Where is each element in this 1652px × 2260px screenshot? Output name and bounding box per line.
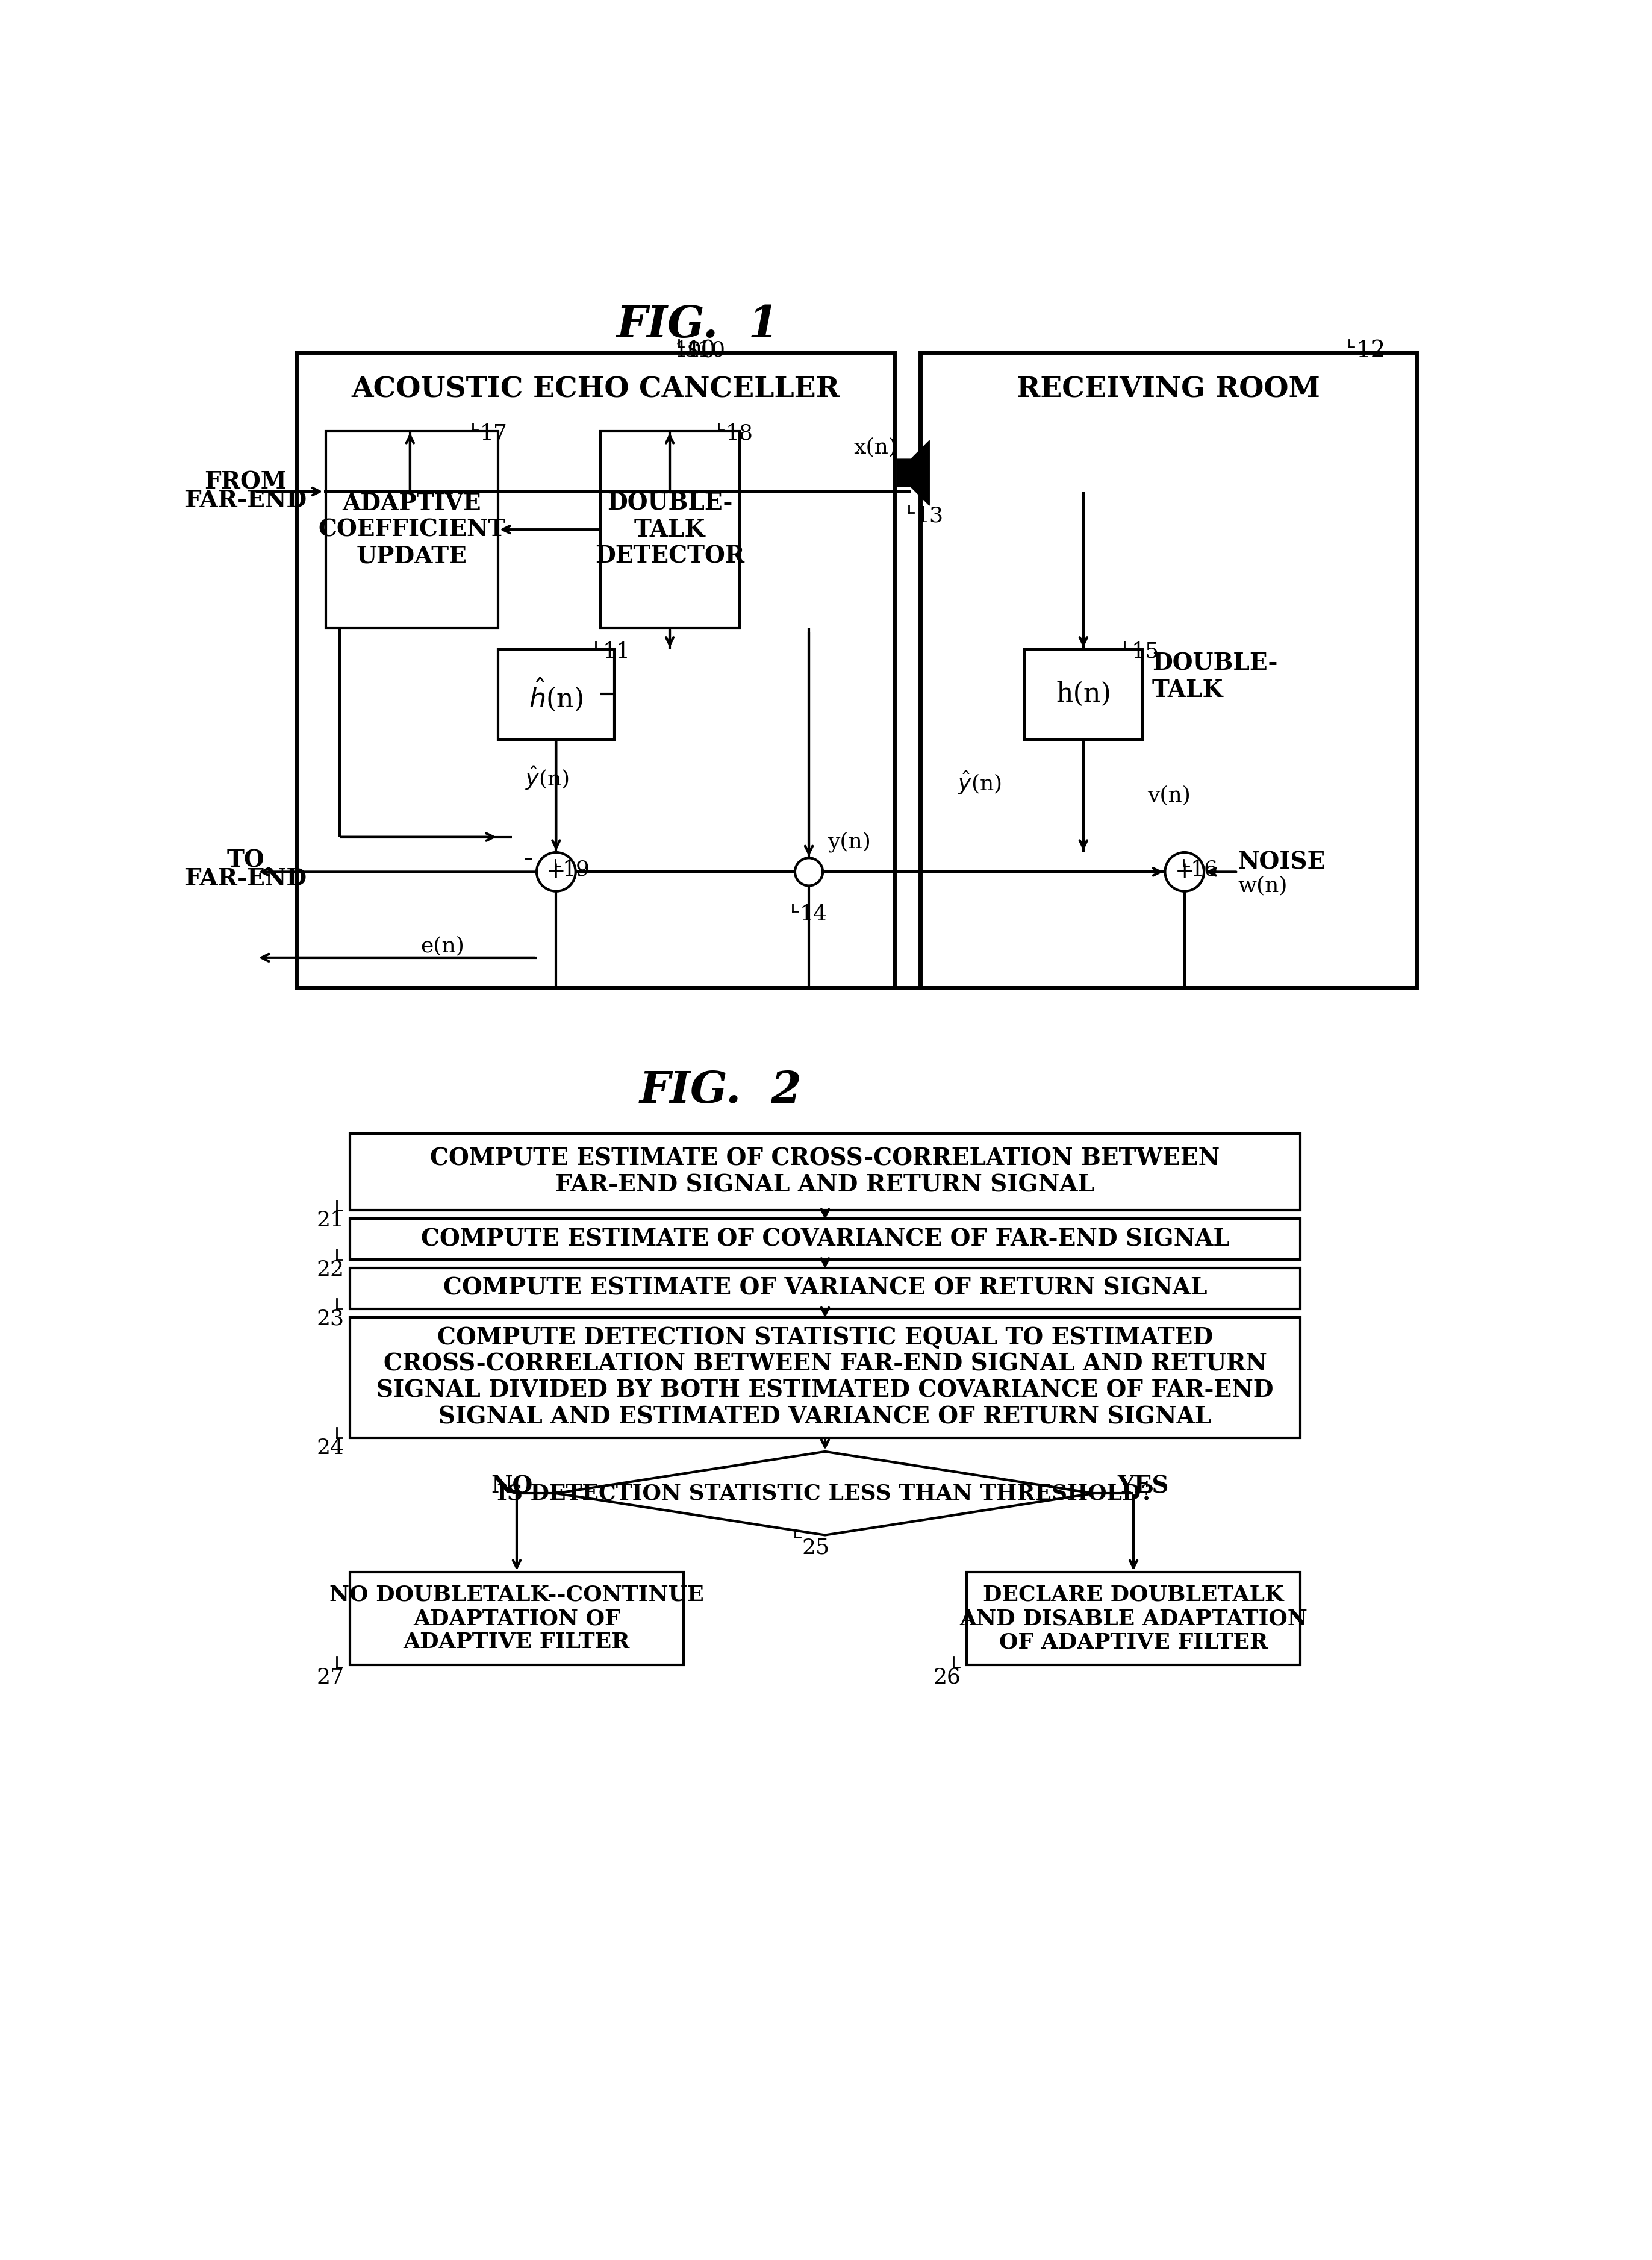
Bar <box>350 1573 684 1666</box>
Text: 25: 25 <box>801 1537 829 1557</box>
Bar <box>966 1573 1300 1666</box>
Bar <box>350 1218 1300 1259</box>
Text: FROM: FROM <box>205 470 287 493</box>
Text: 24: 24 <box>317 1437 344 1458</box>
Circle shape <box>537 852 575 890</box>
Bar <box>600 432 740 628</box>
Bar <box>350 1318 1300 1437</box>
Text: 11: 11 <box>603 642 629 662</box>
Text: ADAPTIVE
COEFFICIENT
UPDATE: ADAPTIVE COEFFICIENT UPDATE <box>319 493 506 567</box>
Circle shape <box>1165 852 1204 890</box>
Text: 14: 14 <box>800 904 828 924</box>
Text: $\hat{y}$(n): $\hat{y}$(n) <box>958 771 1001 796</box>
Polygon shape <box>557 1451 1094 1535</box>
Text: v(n): v(n) <box>1148 784 1191 805</box>
Text: w(n): w(n) <box>1237 875 1287 895</box>
Text: COMPUTE DETECTION STATISTIC EQUAL TO ESTIMATED
CROSS-CORRELATION BETWEEN FAR-END: COMPUTE DETECTION STATISTIC EQUAL TO EST… <box>377 1327 1274 1428</box>
Text: 23: 23 <box>317 1309 344 1329</box>
Text: y(n): y(n) <box>828 832 871 852</box>
Text: 12: 12 <box>1356 339 1386 362</box>
Text: ACOUSTIC ECHO CANCELLER: ACOUSTIC ECHO CANCELLER <box>352 375 839 402</box>
Text: YES: YES <box>1117 1476 1168 1498</box>
Text: 22: 22 <box>317 1259 344 1279</box>
Text: h(n): h(n) <box>1056 683 1112 707</box>
Text: FAR-END: FAR-END <box>185 490 307 513</box>
Text: 17: 17 <box>479 423 507 443</box>
Text: 26: 26 <box>933 1668 961 1688</box>
Text: DECLARE DOUBLETALK
AND DISABLE ADAPTATION
OF ADAPTIVE FILTER: DECLARE DOUBLETALK AND DISABLE ADAPTATIO… <box>960 1584 1307 1652</box>
Text: COMPUTE ESTIMATE OF COVARIANCE OF FAR-END SIGNAL: COMPUTE ESTIMATE OF COVARIANCE OF FAR-EN… <box>421 1227 1229 1250</box>
Text: DOUBLE-
TALK: DOUBLE- TALK <box>1151 653 1277 701</box>
Text: -: - <box>524 845 534 872</box>
Bar <box>350 1135 1300 1211</box>
Text: 15: 15 <box>1132 642 1160 662</box>
Text: 18: 18 <box>725 423 753 443</box>
Text: NO: NO <box>491 1476 534 1498</box>
Text: 16: 16 <box>1191 859 1218 879</box>
Text: FAR-END: FAR-END <box>185 868 307 890</box>
Text: +: + <box>1175 861 1194 884</box>
Circle shape <box>795 859 823 886</box>
Text: 13: 13 <box>915 506 943 527</box>
Bar <box>325 432 499 628</box>
Text: $\hat{h}$(n): $\hat{h}$(n) <box>529 676 583 712</box>
Text: $\mathcal{S}$10: $\mathcal{S}$10 <box>684 339 725 359</box>
Text: 21: 21 <box>317 1211 344 1232</box>
Text: RECEIVING ROOM: RECEIVING ROOM <box>1016 375 1320 402</box>
Bar <box>499 649 615 739</box>
Text: NOISE: NOISE <box>1237 852 1325 875</box>
Text: 10: 10 <box>674 339 702 359</box>
Bar <box>1024 649 1143 739</box>
Text: IS DETECTION STATISTIC LESS THAN THRESHOLD?: IS DETECTION STATISTIC LESS THAN THRESHO… <box>497 1483 1153 1503</box>
Text: e(n): e(n) <box>421 936 464 956</box>
Text: COMPUTE ESTIMATE OF CROSS-CORRELATION BETWEEN
FAR-END SIGNAL AND RETURN SIGNAL: COMPUTE ESTIMATE OF CROSS-CORRELATION BE… <box>430 1148 1219 1198</box>
Bar <box>920 353 1416 988</box>
Bar <box>296 353 895 988</box>
Text: FIG.  2: FIG. 2 <box>639 1069 801 1112</box>
Text: +: + <box>547 861 567 884</box>
Text: NO DOUBLETALK--CONTINUE
ADAPTATION OF
ADAPTIVE FILTER: NO DOUBLETALK--CONTINUE ADAPTATION OF AD… <box>329 1584 704 1652</box>
Polygon shape <box>897 441 930 506</box>
Text: FIG.  1: FIG. 1 <box>616 303 778 346</box>
Bar <box>350 1268 1300 1309</box>
Text: 19: 19 <box>562 859 590 879</box>
Text: COMPUTE ESTIMATE OF VARIANCE OF RETURN SIGNAL: COMPUTE ESTIMATE OF VARIANCE OF RETURN S… <box>443 1277 1208 1299</box>
Text: x(n): x(n) <box>854 436 897 459</box>
Text: DOUBLE-
TALK
DETECTOR: DOUBLE- TALK DETECTOR <box>595 493 745 567</box>
Text: $\hat{y}$(n): $\hat{y}$(n) <box>525 766 568 791</box>
Text: TO: TO <box>226 850 264 872</box>
Text: 27: 27 <box>317 1668 344 1688</box>
Text: 10: 10 <box>686 339 715 362</box>
